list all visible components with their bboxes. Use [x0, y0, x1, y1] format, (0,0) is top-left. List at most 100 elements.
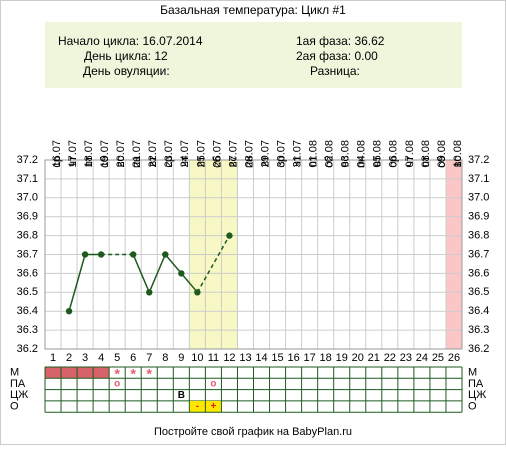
date-label: 29.07 — [259, 140, 271, 168]
info-line: Разница: — [310, 64, 360, 78]
row-shade — [61, 367, 78, 379]
x-tick-label: 16 — [287, 352, 299, 364]
x-tick-label: 9 — [178, 352, 184, 364]
weekday-label: сб — [211, 156, 223, 168]
date-label: 16.07 — [51, 140, 63, 168]
date-label: 09.08 — [436, 140, 448, 168]
y-tick-label-right: 37.1 — [468, 173, 489, 185]
y-tick-label: 36.7 — [17, 248, 38, 260]
x-tick-label: 1 — [50, 352, 56, 364]
x-tick-label: 21 — [368, 352, 380, 364]
x-tick-label: 10 — [191, 352, 203, 364]
x-tick-label: 11 — [208, 352, 219, 364]
y-tick-label: 37.0 — [17, 192, 38, 204]
row-label-right: О — [468, 400, 477, 412]
row-cell-bg — [205, 400, 222, 413]
x-tick-label: 15 — [271, 352, 283, 364]
weekday-label: чт — [67, 156, 79, 167]
data-point — [146, 289, 153, 296]
info-line: 1ая фаза: 36.62 — [296, 34, 385, 48]
date-label: 20.07 — [115, 140, 127, 168]
x-tick-label: 6 — [130, 352, 136, 364]
row-shade — [45, 367, 62, 379]
info-label: 2ая фаза: — [296, 49, 351, 63]
weekday-label: сб — [324, 156, 336, 168]
data-point — [65, 308, 73, 315]
row-entry: o — [210, 379, 216, 390]
y-tick-label: 37.2 — [17, 154, 38, 166]
y-tick-label-right: 36.4 — [468, 305, 489, 317]
row-label: М — [10, 367, 19, 379]
info-value: 0.00 — [354, 49, 378, 63]
y-tick-label-right: 36.9 — [468, 211, 489, 223]
weekday-label: чт — [179, 156, 191, 167]
line-segment — [132, 254, 150, 293]
data-point — [226, 232, 233, 239]
row-label-right: ЦЖ — [468, 389, 486, 401]
x-tick-label: 23 — [400, 352, 412, 364]
weekday-label: ср — [163, 156, 175, 168]
date-label: 05.08 — [372, 140, 384, 168]
date-label: 04.08 — [356, 140, 368, 168]
data-point — [194, 289, 201, 296]
date-label: 27.07 — [227, 140, 239, 168]
y-tick-label: 36.2 — [17, 343, 38, 355]
date-label: 22.07 — [147, 140, 159, 168]
x-tick-label: 24 — [416, 352, 428, 364]
weekday-label: ср — [388, 156, 400, 168]
y-tick-label: 36.4 — [17, 305, 38, 317]
y-tick-label: 36.6 — [17, 267, 38, 279]
weekday-label: пн — [356, 156, 368, 168]
info-line: 2ая фаза: 0.00 — [296, 49, 378, 63]
row-entry: В — [178, 390, 185, 401]
weekday-label: чт — [292, 156, 304, 167]
y-tick-label: 36.5 — [17, 286, 38, 298]
x-tick-label: 17 — [304, 352, 316, 364]
y-tick-label-right: 36.8 — [468, 230, 489, 242]
date-label: 17.07 — [67, 140, 79, 168]
chart-title: Базальная температура: Цикл #1 — [160, 3, 346, 17]
y-tick-label: 36.8 — [17, 230, 38, 242]
info-line: День цикла: 12 — [84, 49, 168, 63]
info-label: 1ая фаза: — [296, 34, 351, 48]
row-shade — [93, 367, 110, 379]
weekday-label: вт — [147, 156, 159, 167]
row-entry: o — [114, 379, 120, 390]
row-entry: - — [196, 401, 199, 412]
weekday-label: сб — [99, 156, 111, 168]
weekday-label: ср — [275, 156, 287, 168]
date-label: 30.07 — [275, 140, 287, 168]
y-tick-label-right: 36.7 — [468, 248, 489, 260]
x-tick-label: 14 — [255, 352, 267, 364]
y-tick-label-right: 37.2 — [468, 154, 489, 166]
x-tick-label: 3 — [82, 352, 88, 364]
x-tick-label: 20 — [352, 352, 364, 364]
info-value: 16.07.2014 — [142, 34, 202, 48]
x-tick-label: 2 — [66, 352, 72, 364]
footer: Постройте свой график на BabyPlan.ru — [154, 426, 352, 438]
y-tick-label-right: 36.2 — [468, 343, 489, 355]
date-label: 08.08 — [420, 140, 432, 168]
x-tick-label: 7 — [146, 352, 152, 364]
y-tick-label: 37.1 — [17, 173, 38, 185]
row-entry: * — [130, 365, 136, 381]
line-segment — [180, 272, 198, 293]
row-entry: + — [210, 401, 216, 412]
x-tick-label: 13 — [239, 352, 251, 364]
data-point — [81, 251, 89, 258]
y-tick-label-right: 36.5 — [468, 286, 489, 298]
row-shade — [77, 367, 94, 379]
date-label: 10.08 — [452, 140, 464, 168]
row-label-right: М — [468, 367, 477, 379]
line-segment — [68, 254, 86, 312]
weekday-label: вс — [115, 156, 127, 168]
info-label: Разница: — [310, 64, 360, 78]
date-label: 06.08 — [388, 140, 400, 168]
x-tick-label: 18 — [320, 352, 332, 364]
weekday-label: пт — [420, 156, 432, 167]
date-label: 18.07 — [83, 140, 95, 168]
x-tick-label: 8 — [162, 352, 168, 364]
weekday-label: чт — [404, 156, 416, 167]
line-segment — [148, 254, 166, 293]
y-tick-label-right: 37.0 — [468, 192, 489, 204]
